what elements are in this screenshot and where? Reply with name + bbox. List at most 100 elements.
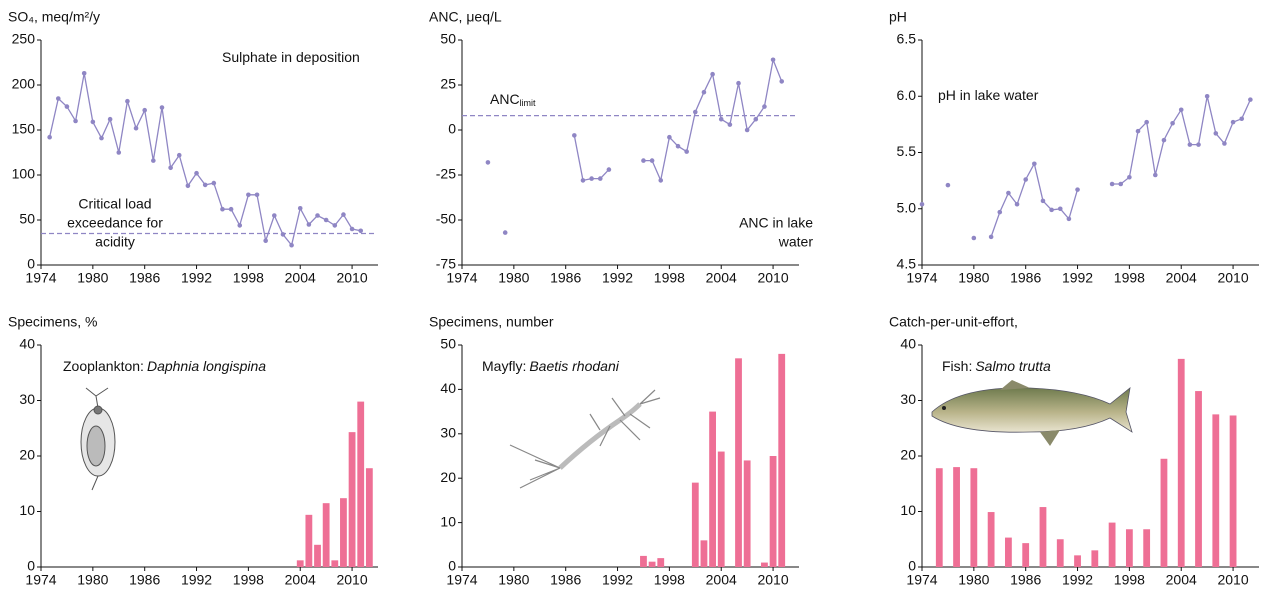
bar: [296, 560, 304, 567]
bar: [348, 432, 356, 567]
mayfly-illustration: [509, 389, 661, 489]
annotation-species: Daphnia longispina: [147, 358, 266, 374]
x-tick-label: 2010: [757, 270, 788, 286]
data-point: [1135, 128, 1141, 134]
data-point: [658, 178, 664, 183]
chart-panel: ANC, μeq/L -75 -50 -25 0 25 50 1974 1980 1986 1992…: [429, 9, 813, 286]
bar: [953, 467, 960, 567]
data-point: [55, 96, 61, 101]
data-point: [580, 178, 586, 183]
annotation: Sulphate in deposition: [222, 49, 360, 65]
data-point: [280, 232, 286, 237]
x-tick-label: 1986: [550, 270, 581, 286]
data-point: [1109, 181, 1115, 187]
data-point: [176, 152, 182, 158]
data-point: [1161, 137, 1167, 143]
data-point: [341, 212, 346, 217]
annotation: pH in lake water: [938, 87, 1039, 103]
data-point: [641, 158, 646, 163]
data-point: [358, 228, 364, 234]
y-tick-label: 50: [19, 211, 35, 227]
y-tick-label: 30: [19, 391, 35, 407]
x-tick-label: 1986: [1010, 270, 1041, 286]
y-tick-label: 20: [440, 469, 456, 485]
bar: [761, 562, 768, 567]
data-point: [667, 134, 672, 140]
y-tick-label: 200: [12, 76, 36, 92]
bar: [1212, 414, 1220, 567]
data-point: [159, 105, 165, 110]
data-point: [649, 158, 655, 163]
x-tick-label: 1980: [958, 572, 989, 588]
annotation: ANC in lake: [739, 215, 813, 231]
y-tick-label: 40: [900, 336, 916, 352]
bar: [709, 411, 716, 567]
data-point: [246, 192, 251, 198]
x-tick-label: 2004: [1166, 572, 1197, 588]
bar: [1229, 415, 1237, 567]
y-tick-label: 20: [19, 447, 35, 463]
data-point: [1196, 142, 1201, 147]
annotation-text: Zooplankton:: [63, 358, 144, 374]
data-point: [289, 242, 294, 248]
data-point: [142, 107, 147, 113]
data-point: [684, 149, 689, 154]
data-point: [306, 222, 312, 227]
data-point: [1118, 181, 1124, 187]
x-tick-label: 1992: [602, 270, 633, 286]
data-point: [589, 176, 594, 181]
x-tick-label: 2004: [1166, 270, 1197, 286]
bar: [1056, 539, 1064, 567]
data-point: [1023, 177, 1028, 182]
x-tick-label: 2010: [1217, 270, 1248, 286]
x-tick-label: 2004: [285, 270, 316, 286]
data-point: [1144, 119, 1149, 125]
bar: [1091, 550, 1099, 567]
data-point: [107, 116, 113, 122]
x-tick-label: 1974: [25, 572, 56, 588]
data-point: [349, 226, 355, 232]
data-point: [744, 127, 750, 133]
data-line: [990, 96, 1251, 238]
bar: [700, 540, 708, 567]
annotation-text: Sulphate in deposition: [222, 49, 360, 65]
x-tick-label: 1998: [233, 270, 264, 286]
data-point: [263, 238, 268, 243]
x-tick-label: 1974: [446, 270, 477, 286]
data-point: [90, 119, 96, 125]
x-tick-label: 1992: [1062, 572, 1093, 588]
data-point: [753, 116, 759, 122]
bar: [340, 498, 347, 567]
data-point: [332, 223, 338, 228]
data-point: [125, 98, 130, 104]
x-tick-label: 1986: [1010, 572, 1041, 588]
y-tick-label: 0: [448, 121, 456, 137]
data-point: [272, 213, 277, 218]
annotation-text: ANC: [490, 91, 520, 107]
data-point: [211, 180, 217, 186]
x-tick-label: 2004: [706, 572, 737, 588]
x-tick-label: 2010: [1217, 572, 1248, 588]
bar: [1005, 537, 1012, 567]
y-axis-title: Specimens, %: [8, 314, 97, 330]
bar: [1177, 358, 1185, 567]
data-point: [323, 217, 329, 223]
y-tick-label: 10: [19, 502, 35, 518]
data-point: [675, 143, 681, 149]
data-point: [718, 116, 724, 122]
data-point: [1204, 93, 1210, 99]
x-tick-label: 1998: [233, 572, 264, 588]
bar: [1125, 529, 1133, 567]
x-tick-label: 1998: [1114, 572, 1145, 588]
bar: [1143, 529, 1151, 567]
data-point: [919, 201, 925, 207]
annotation: Zooplankton: Daphnia longispina: [63, 358, 266, 374]
y-tick-label: 40: [440, 380, 456, 396]
data-point: [133, 125, 139, 131]
data-point: [1075, 187, 1080, 192]
bar: [1160, 458, 1168, 567]
y-tick-label: 5.5: [897, 143, 917, 159]
annotation-text: pH in lake water: [938, 87, 1039, 103]
x-tick-label: 1992: [181, 270, 212, 286]
